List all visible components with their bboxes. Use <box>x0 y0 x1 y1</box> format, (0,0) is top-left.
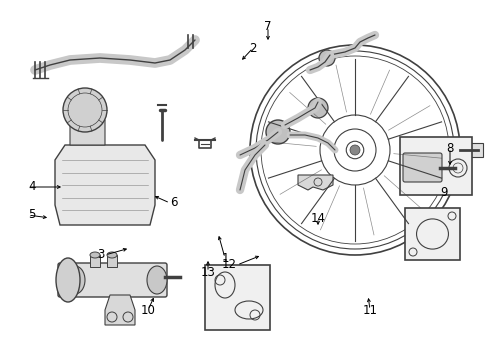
Text: 1: 1 <box>221 252 228 265</box>
Text: 11: 11 <box>362 303 377 316</box>
Circle shape <box>307 98 327 118</box>
Circle shape <box>63 88 107 132</box>
Text: 14: 14 <box>310 211 325 225</box>
Text: 13: 13 <box>200 266 215 279</box>
Ellipse shape <box>147 266 167 294</box>
Bar <box>204 265 269 330</box>
Text: 10: 10 <box>140 303 155 316</box>
Polygon shape <box>297 175 332 190</box>
Bar <box>399 137 471 195</box>
FancyBboxPatch shape <box>402 153 441 182</box>
Text: 2: 2 <box>249 41 256 54</box>
Ellipse shape <box>107 252 117 258</box>
Ellipse shape <box>65 266 85 294</box>
Ellipse shape <box>90 252 100 258</box>
Circle shape <box>349 145 359 155</box>
Text: 3: 3 <box>98 248 105 261</box>
Bar <box>107 255 117 267</box>
Text: 5: 5 <box>28 208 35 221</box>
Bar <box>90 255 100 267</box>
Polygon shape <box>55 145 155 225</box>
Ellipse shape <box>318 50 334 66</box>
Bar <box>404 208 459 260</box>
FancyBboxPatch shape <box>470 143 482 157</box>
Text: 9: 9 <box>439 185 447 198</box>
Text: 8: 8 <box>446 141 453 154</box>
Ellipse shape <box>56 258 80 302</box>
Text: 7: 7 <box>264 21 271 33</box>
Circle shape <box>265 120 289 144</box>
FancyBboxPatch shape <box>58 263 167 297</box>
Polygon shape <box>105 295 135 325</box>
Polygon shape <box>70 115 105 145</box>
Text: 6: 6 <box>170 197 177 210</box>
Text: 12: 12 <box>222 258 237 271</box>
Text: 4: 4 <box>28 180 36 194</box>
